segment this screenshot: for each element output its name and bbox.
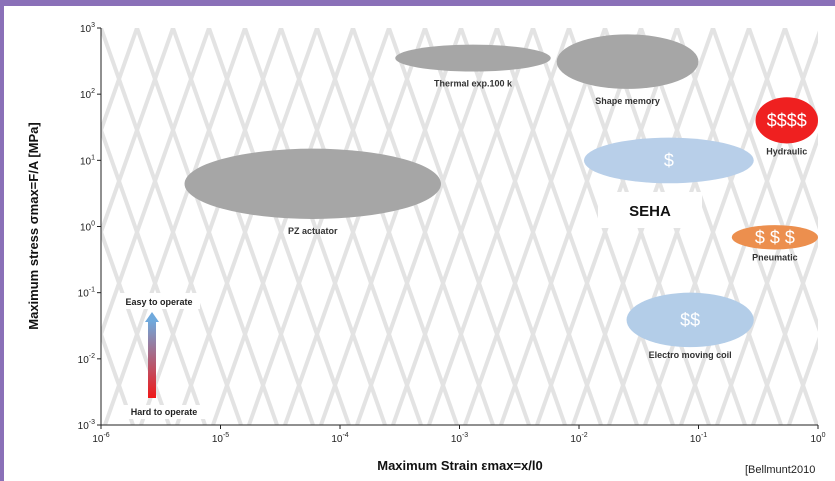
citation: [Bellmunt2010 [745,464,815,476]
pz-actuator-label: PZ actuator [288,226,338,236]
grid-line [175,28,319,425]
grid-line [0,28,29,425]
pneumatic-label: Pneumatic [752,252,798,262]
easy-label-backdrop [118,293,200,309]
hydraulic-price-label: $$$$ [767,110,807,130]
operation-gradient-bar [148,321,156,398]
x-tick-label: 10-2 [570,432,587,445]
background-grid [0,28,835,425]
y-tick-label: 10-3 [78,419,95,432]
grid-line [387,28,531,425]
x-axis-title: Maximum Strain εmax=x/l0 [377,458,543,473]
x-axis-ticks: 10-6 10-5 10-4 10-3 10-2 10-1 100 [92,425,826,445]
x-tick-label: 10-4 [331,432,348,445]
grid-line [391,28,535,425]
pz-actuator-region [184,148,441,219]
grid-line [279,28,423,425]
grid-line [351,28,495,425]
electro-moving-coil-region [626,292,754,348]
seha-region [583,137,754,184]
hydraulic-label: Hydraulic [766,146,807,156]
grid-line [101,124,207,425]
grid-line [463,28,607,425]
grid-line [679,30,818,425]
grid-line [825,28,835,425]
grid-line [207,28,351,425]
grid-line [643,28,787,425]
grid-line [139,28,283,425]
grid-line [103,28,247,425]
grid-line [0,28,25,425]
seha-label: SEHA [629,203,671,220]
grid-line [495,28,639,425]
hard-to-operate-label: Hard to operate [131,407,198,417]
x-tick-label: 10-6 [92,432,109,445]
grid-line [427,28,571,425]
grid-line [423,28,567,425]
y-tick-label: 10-2 [78,353,95,366]
grid-line [101,226,171,425]
x-tick-label: 100 [810,432,825,445]
grid-line [283,28,427,425]
actuator-regions: PZ actuator Thermal exp.100 k Shape memory… [184,34,818,360]
grid-line [101,28,243,425]
grid-line [747,28,818,230]
grid-line [675,28,818,425]
grid-line [319,28,463,425]
grid-line [101,328,135,425]
grid-line [101,28,139,137]
grid-line [211,28,355,425]
grid-line [821,28,835,425]
grid-line [355,28,499,425]
grid-line [135,28,279,425]
y-tick-label: 10-1 [78,287,95,300]
shape-memory-label: Shape memory [595,96,660,106]
y-axis-title: Maximum stress σmax=F/A [MPa] [26,122,41,329]
grid-line [459,28,603,425]
y-tick-label: 101 [80,154,95,167]
hard-label-backdrop [122,405,206,419]
x-tick-label: 10-5 [212,432,229,445]
grid-line [247,28,391,425]
hydraulic-region [755,97,818,144]
thermal-exp-100-k-region [395,44,551,72]
shape-memory-region [556,34,699,89]
easy-to-operate-label: Easy to operate [125,297,192,307]
seha-price-label: $ [664,150,674,170]
y-tick-label: 103 [80,22,95,35]
thermal-exp-100-k-label: Thermal exp.100 k [434,79,513,89]
grid-line [499,28,643,425]
y-axis-ticks: 10-3 10-2 10-1 100 101 102 103 [78,22,101,432]
x-tick-label: 10-1 [690,432,707,445]
grid-line [171,28,315,425]
electro-moving-coil-label: Electro moving coil [649,350,732,360]
operation-arrow-head [145,312,159,322]
pneumatic-region [731,225,818,250]
electro-moving-coil-price-label: $$ [680,310,700,330]
grid-line [243,28,387,425]
grid-line [101,28,175,239]
x-tick-label: 10-3 [451,432,468,445]
grid-line [315,28,459,425]
grid-line [783,28,818,128]
pneumatic-price-label: $ $ $ [755,227,795,247]
grid-line [639,28,783,425]
y-tick-label: 100 [80,221,95,234]
grid-line [751,234,818,425]
grid-line [787,336,818,425]
grid-line [101,28,211,341]
y-tick-label: 102 [80,88,95,101]
seha-label-backdrop [598,192,702,228]
